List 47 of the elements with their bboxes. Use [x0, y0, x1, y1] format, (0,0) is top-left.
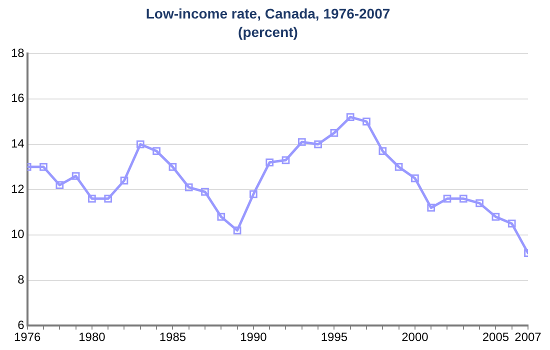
point [152, 147, 160, 155]
point [104, 194, 112, 203]
x-tick-label: 1976 [14, 330, 42, 344]
point [508, 220, 516, 228]
point [298, 138, 306, 146]
point [56, 181, 64, 189]
point [314, 140, 322, 148]
y-tick-label: 6 [18, 318, 25, 332]
point [378, 147, 387, 155]
point [427, 204, 436, 212]
point [184, 183, 193, 192]
point [217, 212, 226, 221]
point [136, 140, 144, 148]
point [476, 199, 484, 208]
y-tick-label: 10 [10, 227, 25, 242]
point [443, 194, 452, 203]
x-tick-label: 2000 [402, 330, 429, 344]
y-tick-label: 8 [18, 272, 25, 287]
point [168, 163, 177, 171]
y-tick-label: 16 [10, 91, 25, 106]
point [330, 129, 338, 137]
point [266, 158, 274, 166]
point [492, 212, 500, 221]
point [120, 176, 128, 184]
point [362, 118, 370, 126]
point [459, 194, 468, 203]
point [394, 163, 403, 171]
point [411, 174, 419, 182]
x-tick-label: 2007 [514, 330, 542, 344]
point [233, 226, 242, 234]
y-tick-label: 18 [10, 46, 25, 60]
point [72, 172, 80, 180]
x-tick-label: 1995 [320, 330, 348, 344]
chart-title: Low-income rate, Canada, 1976-2007 [146, 5, 390, 22]
x-tick-label: 1985 [159, 330, 186, 344]
x-tick-label: 1990 [240, 330, 268, 344]
point [346, 113, 354, 121]
x-tick-label: 2005 [482, 330, 510, 344]
x-tick-label: 1980 [78, 330, 106, 344]
y-tick-label: 12 [10, 182, 25, 196]
chart-subtitle: (percent) [238, 24, 298, 40]
point [282, 156, 290, 164]
point [88, 194, 96, 203]
y-tick-label: 14 [10, 136, 25, 151]
point [250, 190, 258, 198]
point [40, 163, 48, 171]
point [201, 188, 209, 196]
